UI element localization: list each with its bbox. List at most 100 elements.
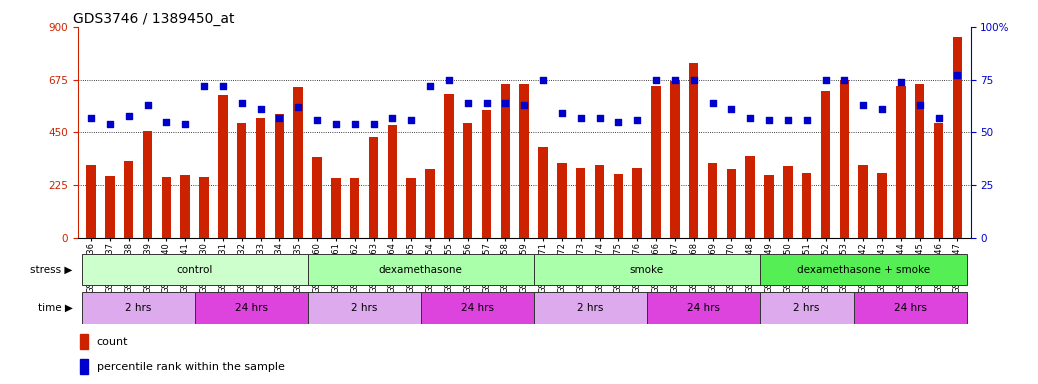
Bar xyxy=(255,118,266,238)
Point xyxy=(102,121,118,127)
Bar xyxy=(86,166,95,238)
Point xyxy=(553,111,570,117)
Point xyxy=(930,114,947,121)
Point xyxy=(196,83,213,89)
Point xyxy=(403,117,419,123)
Point xyxy=(460,100,476,106)
Text: 2 hrs: 2 hrs xyxy=(351,303,377,313)
Bar xyxy=(953,38,962,238)
Bar xyxy=(877,173,886,238)
Point xyxy=(610,119,627,125)
Point xyxy=(158,119,174,125)
Bar xyxy=(539,147,548,238)
Bar xyxy=(858,166,868,238)
Bar xyxy=(420,293,534,324)
Bar xyxy=(802,173,812,238)
Text: percentile rank within the sample: percentile rank within the sample xyxy=(97,362,284,372)
Bar xyxy=(80,359,87,374)
Bar xyxy=(534,293,647,324)
Bar xyxy=(199,177,209,238)
Bar xyxy=(914,84,925,238)
Text: GDS3746 / 1389450_at: GDS3746 / 1389450_at xyxy=(74,12,235,26)
Bar xyxy=(557,163,567,238)
Bar xyxy=(854,293,966,324)
Point xyxy=(271,114,288,121)
Point xyxy=(629,117,646,123)
Text: stress ▶: stress ▶ xyxy=(30,265,73,275)
Bar xyxy=(194,293,307,324)
Point xyxy=(347,121,363,127)
Point xyxy=(176,121,193,127)
Bar xyxy=(534,254,760,285)
Point xyxy=(761,117,777,123)
Bar xyxy=(426,169,435,238)
Point xyxy=(742,114,759,121)
Point xyxy=(479,100,495,106)
Bar xyxy=(463,123,472,238)
Bar xyxy=(181,175,190,238)
Text: 24 hrs: 24 hrs xyxy=(686,303,719,313)
Point xyxy=(215,83,231,89)
Bar xyxy=(760,254,966,285)
Point xyxy=(252,106,269,112)
Bar xyxy=(821,91,830,238)
Bar xyxy=(689,63,699,238)
Bar xyxy=(143,131,153,238)
Point xyxy=(139,102,156,108)
Point xyxy=(384,114,401,121)
Bar xyxy=(387,126,398,238)
Bar xyxy=(760,293,854,324)
Bar xyxy=(934,123,944,238)
Text: 2 hrs: 2 hrs xyxy=(577,303,603,313)
Bar xyxy=(632,168,641,238)
Point xyxy=(421,83,438,89)
Point xyxy=(83,114,100,121)
Point xyxy=(817,76,834,83)
Point xyxy=(572,114,589,121)
Bar xyxy=(745,156,755,238)
Point xyxy=(798,117,815,123)
Text: 24 hrs: 24 hrs xyxy=(894,303,927,313)
Text: smoke: smoke xyxy=(629,265,663,275)
Point xyxy=(516,102,532,108)
Bar xyxy=(275,114,284,238)
Text: dexamethasone: dexamethasone xyxy=(379,265,463,275)
Bar xyxy=(312,157,322,238)
Bar xyxy=(840,79,849,238)
Point xyxy=(874,106,891,112)
Bar xyxy=(519,84,529,238)
Bar xyxy=(727,169,736,238)
Text: 24 hrs: 24 hrs xyxy=(461,303,494,313)
Point xyxy=(497,100,514,106)
Bar xyxy=(764,175,773,238)
Bar xyxy=(105,176,114,238)
Bar xyxy=(500,84,510,238)
Point xyxy=(308,117,325,123)
Point xyxy=(290,104,306,110)
Bar xyxy=(671,81,680,238)
Bar xyxy=(218,95,227,238)
Text: dexamethasone + smoke: dexamethasone + smoke xyxy=(796,265,930,275)
Bar xyxy=(124,161,134,238)
Bar xyxy=(482,110,491,238)
Point xyxy=(893,79,909,85)
Text: time ▶: time ▶ xyxy=(37,303,73,313)
Point xyxy=(780,117,796,123)
Bar xyxy=(407,177,416,238)
Point xyxy=(120,113,137,119)
Point xyxy=(365,121,382,127)
Bar xyxy=(651,86,661,238)
Point xyxy=(535,76,551,83)
Text: count: count xyxy=(97,337,128,347)
Bar xyxy=(307,254,534,285)
Point xyxy=(836,76,852,83)
Bar xyxy=(82,254,307,285)
Bar xyxy=(444,94,454,238)
Text: 24 hrs: 24 hrs xyxy=(235,303,268,313)
Bar xyxy=(80,334,87,349)
Point xyxy=(592,114,608,121)
Bar xyxy=(307,293,420,324)
Text: 2 hrs: 2 hrs xyxy=(793,303,820,313)
Bar xyxy=(331,177,340,238)
Bar xyxy=(647,293,760,324)
